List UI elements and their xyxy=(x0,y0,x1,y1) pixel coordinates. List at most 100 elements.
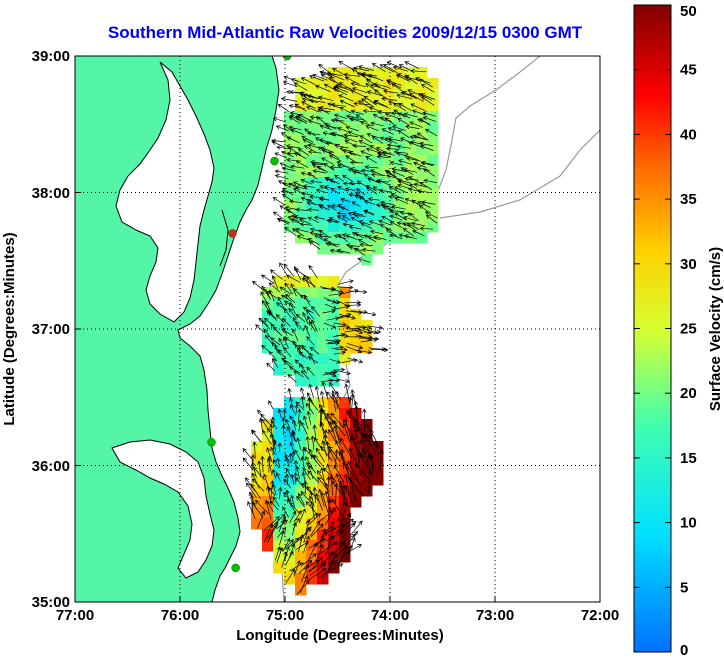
velocity-arrow xyxy=(312,424,317,439)
velocity-cell xyxy=(262,430,274,442)
velocity-arrow xyxy=(346,342,364,350)
velocity-arrow xyxy=(345,155,358,164)
velocity-arrow xyxy=(392,65,408,72)
velocity-arrow xyxy=(423,178,437,183)
velocity-arrow xyxy=(272,197,286,206)
velocity-cell xyxy=(317,573,329,585)
velocity-arrow xyxy=(379,136,392,144)
velocity-cell xyxy=(328,364,340,376)
velocity-cell xyxy=(295,397,307,409)
velocity-arrow xyxy=(262,300,270,311)
velocity-arrow xyxy=(296,495,305,508)
velocity-cell xyxy=(339,232,351,244)
velocity-arrow xyxy=(355,188,366,196)
velocity-arrow xyxy=(385,146,400,151)
velocity-arrow xyxy=(272,357,279,369)
velocity-cell xyxy=(383,221,395,233)
velocity-cell xyxy=(361,155,373,167)
velocity-cell xyxy=(383,111,395,123)
velocity-arrow xyxy=(285,550,294,566)
velocity-cell xyxy=(350,199,362,211)
velocity-arrow xyxy=(280,323,288,336)
velocity-cell xyxy=(295,529,307,541)
velocity-arrow xyxy=(327,102,342,109)
velocity-arrow xyxy=(311,305,321,317)
velocity-cell xyxy=(339,320,351,332)
velocity-arrow xyxy=(361,98,375,108)
velocity-arrow xyxy=(308,241,321,250)
colorbar-tick-label: 50 xyxy=(680,3,697,20)
velocity-arrow xyxy=(341,214,351,221)
velocity-arrow xyxy=(331,345,344,350)
velocity-cell xyxy=(306,540,318,552)
velocity-arrow xyxy=(356,451,361,475)
velocity-arrow xyxy=(342,418,356,439)
velocity-arrow xyxy=(360,168,376,173)
velocity-cell xyxy=(273,474,285,486)
velocity-arrow xyxy=(295,540,309,551)
velocity-arrow xyxy=(274,169,289,174)
velocity-cell xyxy=(328,133,340,145)
velocity-arrow xyxy=(370,169,384,177)
velocity-cell xyxy=(328,309,340,321)
velocity-cell xyxy=(295,309,307,321)
velocity-cell xyxy=(273,342,285,354)
velocity-cell xyxy=(317,166,329,178)
velocity-arrow xyxy=(338,82,354,91)
velocity-cell xyxy=(328,287,340,299)
velocity-cell xyxy=(394,133,406,145)
velocity-arrow xyxy=(300,77,316,86)
velocity-cell xyxy=(328,551,340,563)
velocity-arrow xyxy=(354,349,373,355)
velocity-cell xyxy=(372,155,384,167)
velocity-arrow xyxy=(389,214,403,221)
velocity-arrow xyxy=(371,135,384,144)
velocity-arrow xyxy=(384,112,399,119)
velocity-arrow xyxy=(404,197,419,204)
velocity-arrow xyxy=(326,241,341,246)
velocity-cell xyxy=(394,166,406,178)
velocity-cell xyxy=(328,243,340,255)
velocity-arrow xyxy=(329,154,342,162)
velocity-cell xyxy=(361,342,373,354)
velocity-arrow xyxy=(279,286,292,295)
velocity-arrow xyxy=(314,84,331,93)
velocity-arrow xyxy=(282,80,298,88)
velocity-arrow xyxy=(384,117,396,126)
velocity-arrow xyxy=(330,288,344,294)
velocity-cell xyxy=(328,397,340,409)
velocity-cell xyxy=(295,452,307,464)
velocity-arrow xyxy=(285,568,295,584)
velocity-cell xyxy=(339,166,351,178)
velocity-arrow xyxy=(295,313,306,323)
velocity-cell xyxy=(306,210,318,222)
velocity-cell xyxy=(284,397,296,409)
velocity-arrow xyxy=(353,400,359,424)
velocity-arrow xyxy=(308,264,318,279)
velocity-arrow xyxy=(299,575,308,594)
velocity-cell xyxy=(284,331,296,343)
velocity-arrow xyxy=(324,490,332,512)
velocity-arrow xyxy=(296,437,302,450)
velocity-arrow xyxy=(320,73,336,83)
velocity-arrow xyxy=(247,501,256,520)
velocity-arrow xyxy=(375,147,389,155)
velocity-cell xyxy=(273,463,285,475)
velocity-cell xyxy=(317,298,329,310)
velocity-arrow xyxy=(298,351,309,360)
velocity-arrow xyxy=(334,174,345,182)
velocity-arrow xyxy=(292,419,297,431)
velocity-arrow xyxy=(372,186,385,194)
velocity-arrow xyxy=(338,94,354,102)
velocity-arrow xyxy=(317,470,327,486)
velocity-arrow xyxy=(270,480,275,500)
velocity-cell xyxy=(416,232,428,244)
velocity-cell xyxy=(273,529,285,541)
velocity-cell xyxy=(394,144,406,156)
velocity-cell xyxy=(262,518,274,530)
velocity-cell xyxy=(295,221,307,233)
velocity-arrow xyxy=(343,72,360,78)
velocity-cell xyxy=(317,562,329,574)
velocity-arrow xyxy=(344,302,362,308)
velocity-cell xyxy=(416,78,428,90)
